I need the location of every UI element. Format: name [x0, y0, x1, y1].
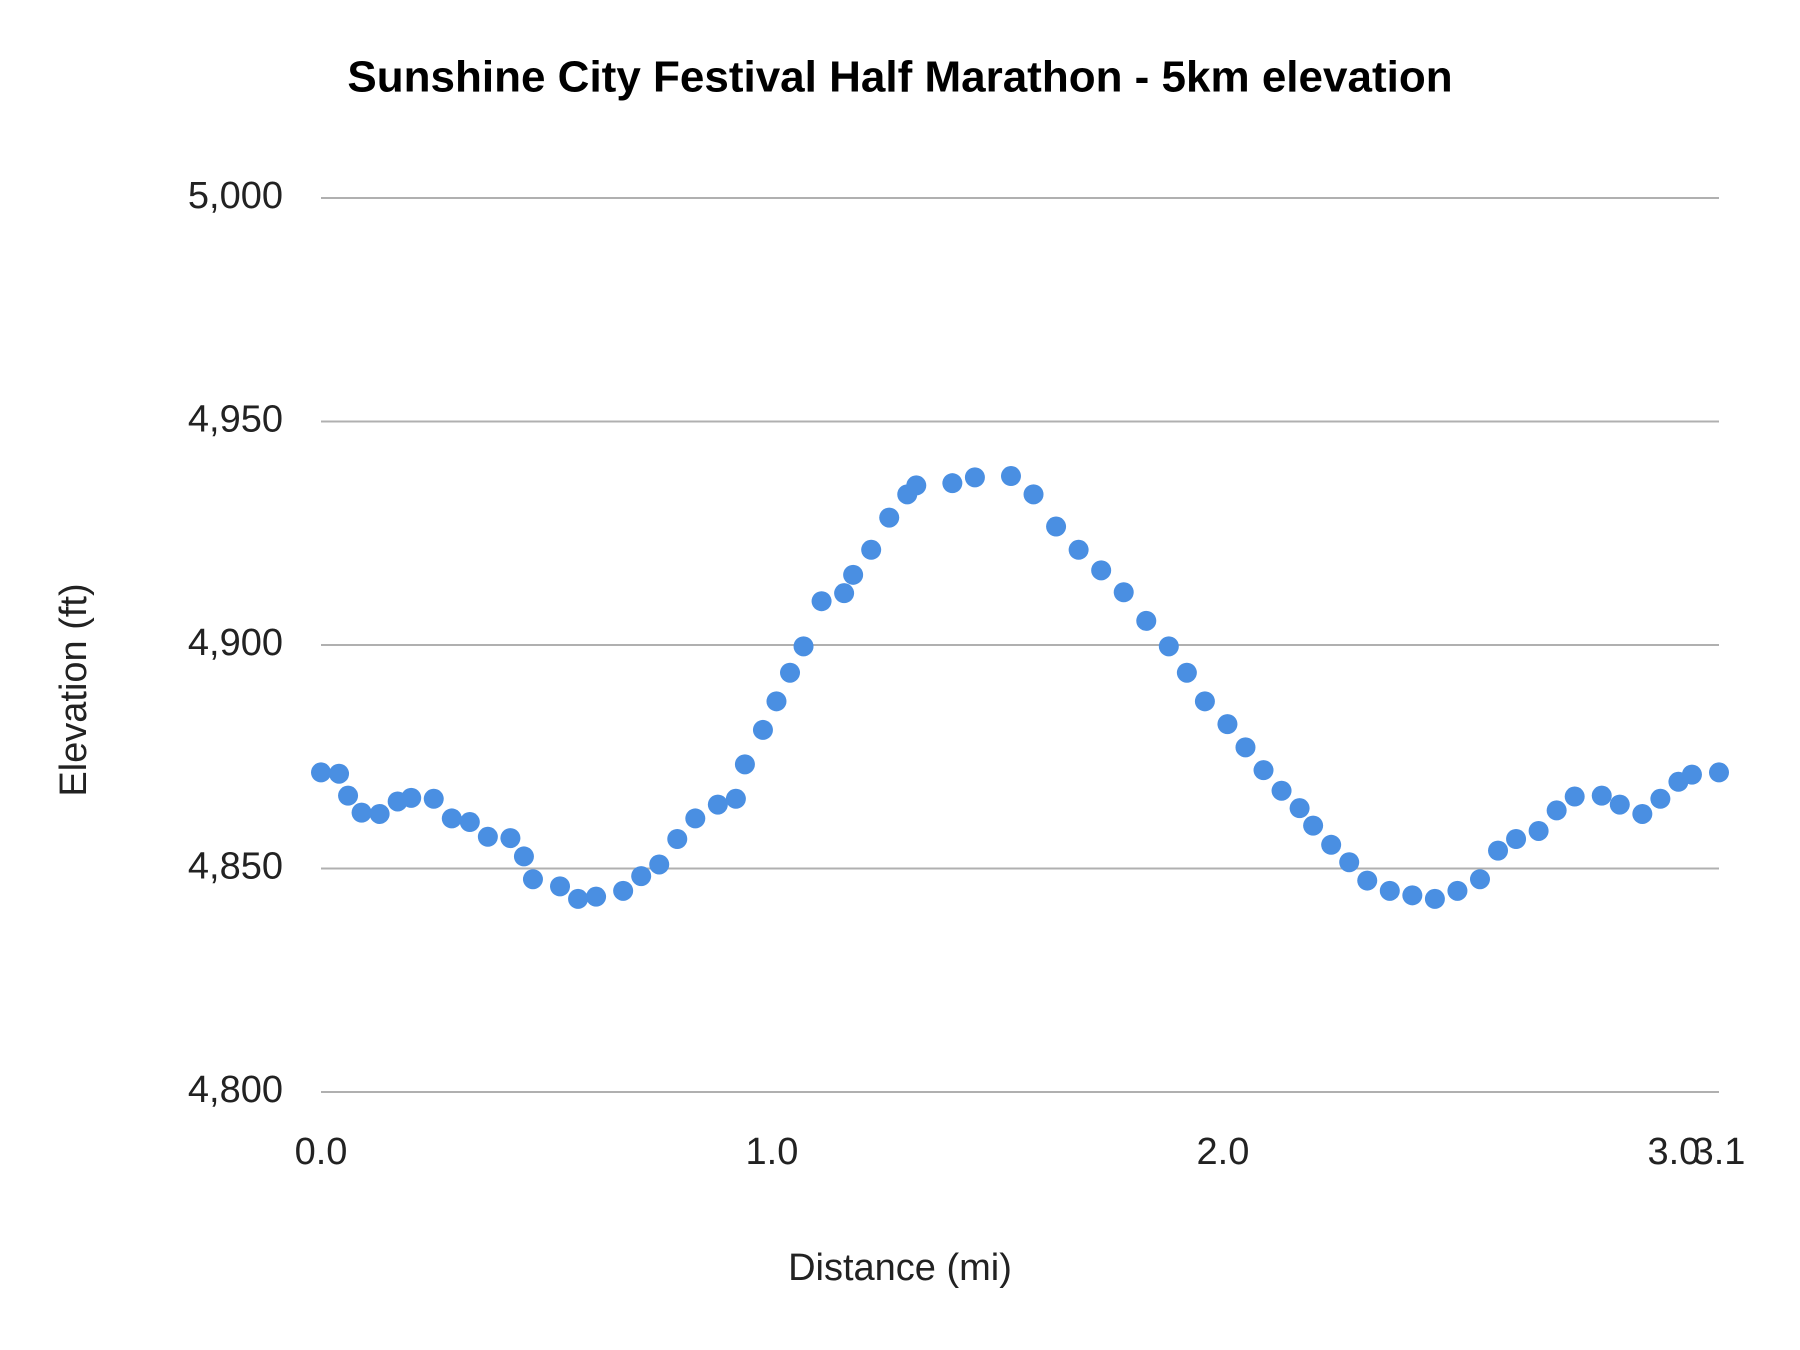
- data-point: [1591, 785, 1612, 806]
- data-point: [522, 869, 543, 890]
- data-point: [1339, 852, 1360, 873]
- x-tick-label: 1.0: [746, 1131, 799, 1173]
- data-point: [834, 583, 855, 604]
- data-point: [1321, 834, 1342, 855]
- data-point: [667, 828, 688, 849]
- data-point: [441, 808, 462, 829]
- data-point: [1194, 691, 1215, 712]
- data-point: [1402, 885, 1423, 906]
- data-point: [500, 828, 521, 849]
- data-point: [1000, 466, 1021, 487]
- data-point: [964, 467, 985, 488]
- data-point: [1469, 869, 1490, 890]
- data-point: [685, 808, 706, 829]
- x-tick-label: 3.1: [1693, 1131, 1746, 1173]
- data-point: [1289, 798, 1310, 819]
- data-point: [843, 564, 864, 585]
- data-point: [766, 691, 787, 712]
- data-point: [423, 788, 444, 809]
- data-point: [459, 812, 480, 833]
- data-point: [942, 473, 963, 494]
- data-point: [1609, 794, 1630, 815]
- data-point: [1158, 636, 1179, 657]
- data-point: [513, 846, 534, 867]
- data-point: [1068, 539, 1089, 560]
- data-point: [568, 888, 589, 909]
- data-point: [1546, 800, 1567, 821]
- data-point: [1303, 815, 1324, 836]
- y-tick-label: 5,000: [188, 175, 283, 217]
- data-point: [1046, 516, 1067, 537]
- data-point: [1217, 714, 1238, 735]
- data-point: [1379, 880, 1400, 901]
- data-point: [879, 507, 900, 528]
- data-point: [1681, 764, 1702, 785]
- data-point: [311, 762, 331, 783]
- chart-title: Sunshine City Festival Half Marathon - 5…: [347, 53, 1452, 102]
- data-point: [477, 826, 498, 847]
- data-point: [1650, 788, 1671, 809]
- x-tick-label: 3.0: [1647, 1131, 1700, 1173]
- y-tick-label: 4,800: [188, 1069, 283, 1111]
- y-tick-label: 4,900: [188, 622, 283, 664]
- y-tick-label: 4,850: [188, 846, 283, 888]
- data-point: [1113, 582, 1134, 603]
- data-point: [1488, 840, 1509, 861]
- data-point: [401, 787, 422, 808]
- data-point: [338, 785, 359, 806]
- data-point: [1023, 484, 1044, 505]
- data-point: [1632, 803, 1653, 824]
- data-point: [752, 719, 773, 740]
- y-axis-title: Elevation (ft): [53, 583, 95, 796]
- data-point: [631, 866, 652, 887]
- data-point: [707, 794, 728, 815]
- data-point: [780, 662, 801, 683]
- data-point: [329, 763, 350, 784]
- x-axis-title: Distance (mi): [788, 1247, 1012, 1289]
- data-point: [351, 802, 372, 823]
- data-point: [906, 475, 927, 496]
- y-tick-label: 4,950: [188, 399, 283, 441]
- data-point: [1506, 828, 1527, 849]
- data-point: [586, 886, 607, 907]
- data-point: [1136, 610, 1157, 631]
- data-point: [1447, 880, 1468, 901]
- data-point: [613, 880, 634, 901]
- data-point: [369, 803, 390, 824]
- data-point: [1271, 780, 1292, 801]
- data-point: [1564, 786, 1585, 807]
- data-point: [1176, 662, 1197, 683]
- data-point: [1253, 760, 1274, 781]
- data-point: [1528, 820, 1549, 841]
- data-point: [649, 854, 670, 875]
- data-point: [1235, 737, 1256, 758]
- data-point: [734, 754, 755, 775]
- x-tick-label: 0.0: [295, 1131, 348, 1173]
- data-point: [550, 876, 571, 897]
- data-point: [1709, 762, 1729, 783]
- data-point: [1357, 870, 1378, 891]
- data-point: [861, 539, 882, 560]
- data-point: [793, 636, 814, 657]
- data-point: [811, 591, 832, 612]
- data-point: [725, 788, 746, 809]
- x-tick-label: 2.0: [1197, 1131, 1250, 1173]
- data-point: [1424, 888, 1445, 909]
- data-point: [1091, 560, 1112, 581]
